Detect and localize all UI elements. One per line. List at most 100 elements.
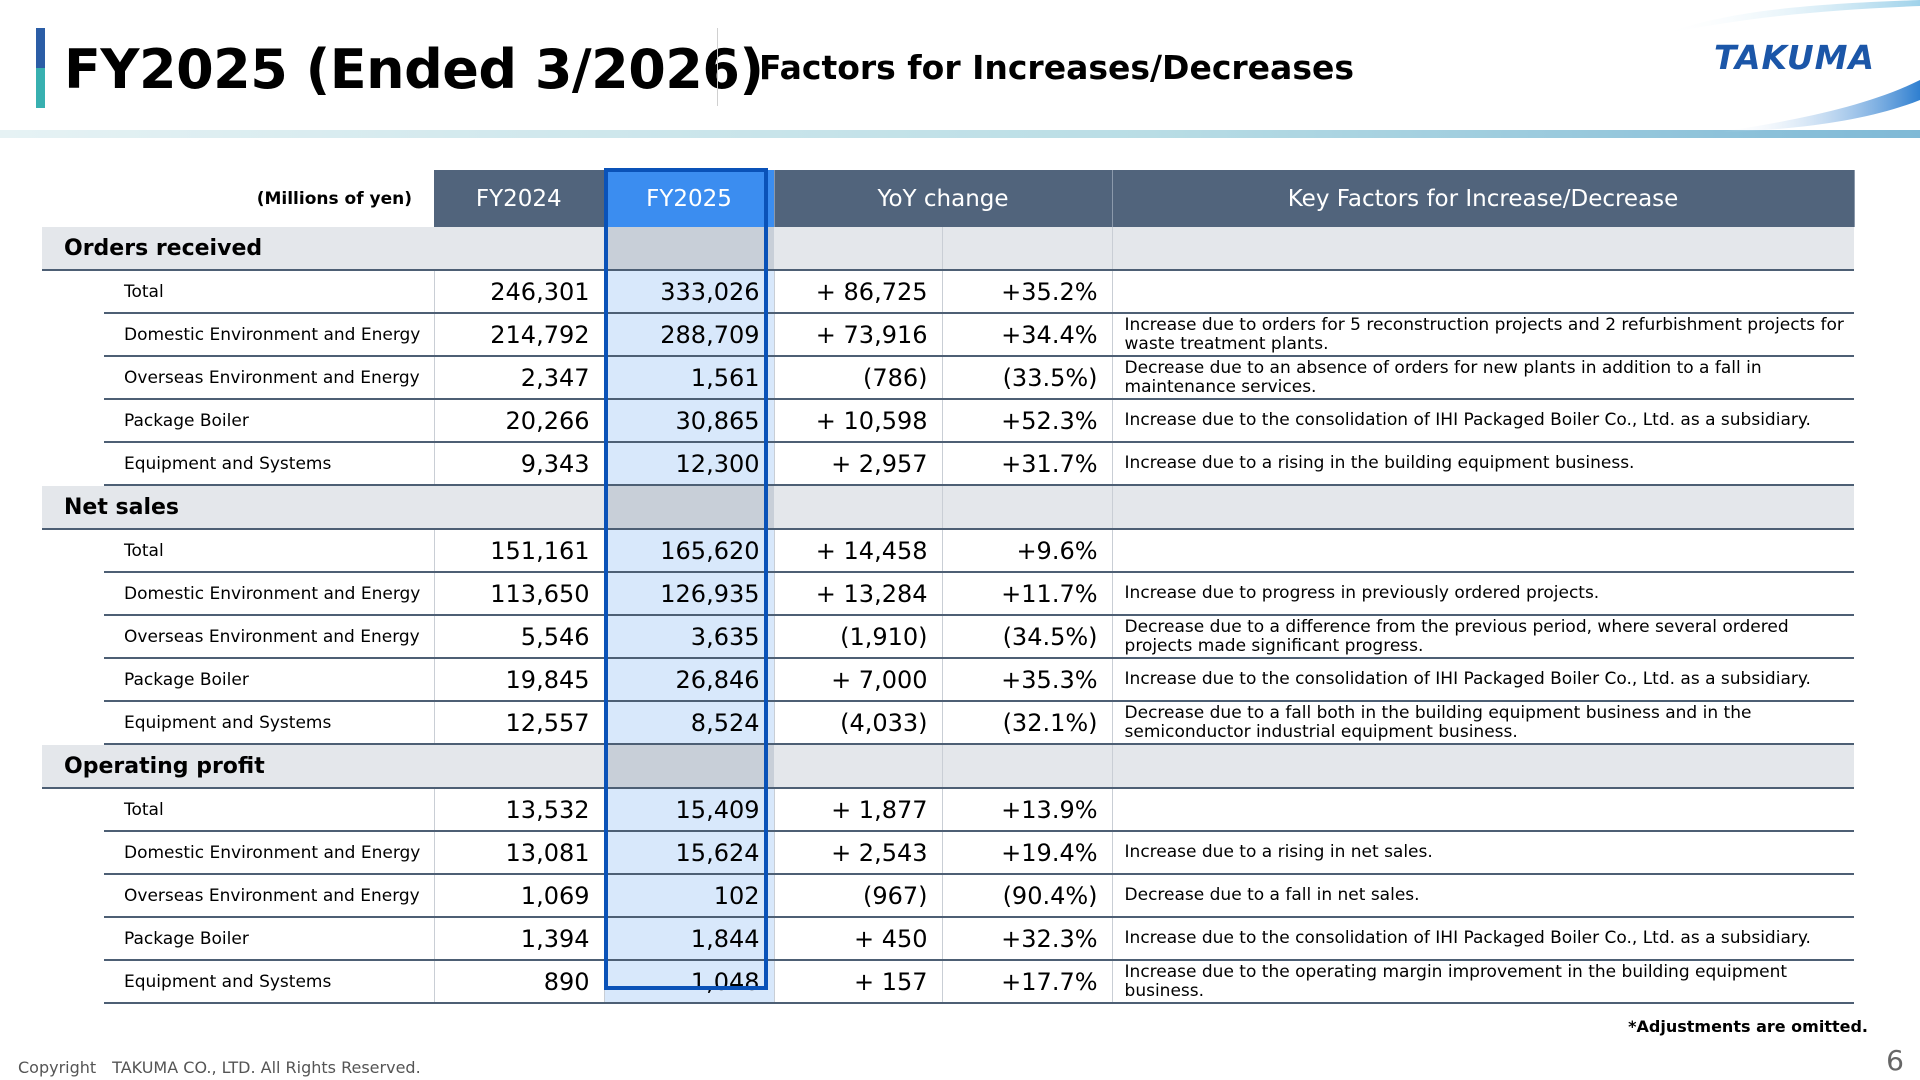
yoy-change-percent: (90.4%) xyxy=(942,874,1113,918)
fy2025-value: 1,561 xyxy=(604,356,775,400)
section-cell xyxy=(774,744,943,789)
table-row: Domestic Environment and Energy 13,081 15,… xyxy=(42,831,1855,875)
key-factor-text xyxy=(1112,270,1855,314)
section-cell xyxy=(434,227,605,271)
fy2024-value: 113,650 xyxy=(434,572,605,616)
fy2024-value: 246,301 xyxy=(434,270,605,314)
yoy-change-value: + 73,916 xyxy=(774,313,943,357)
key-factor-text: Increase due to progress in previously o… xyxy=(1112,572,1855,616)
section-title: Orders received xyxy=(42,227,435,271)
row-indent xyxy=(42,960,104,1003)
yoy-change-percent: +32.3% xyxy=(942,917,1113,961)
fy2025-value: 30,865 xyxy=(604,399,775,443)
fy2025-value: 15,409 xyxy=(604,788,775,832)
row-label: Package Boiler xyxy=(104,917,435,961)
yoy-change-value: (4,033) xyxy=(774,701,943,745)
fy2024-value: 1,069 xyxy=(434,874,605,918)
key-factor-text: Decrease due to a fall both in the build… xyxy=(1112,701,1855,745)
fy2025-value: 8,524 xyxy=(604,701,775,745)
fy2024-value: 5,546 xyxy=(434,615,605,659)
table-body: Orders received Total 246,301 333,026 + 86,7… xyxy=(42,227,1855,1004)
fy2025-value: 333,026 xyxy=(604,270,775,314)
yoy-change-value: + 14,458 xyxy=(774,529,943,573)
key-factor-text: Decrease due to an absence of orders for… xyxy=(1112,356,1855,400)
units-label: (Millions of yen) xyxy=(42,170,435,227)
fy2024-value: 9,343 xyxy=(434,442,605,486)
key-factor-text: Increase due to the consolidation of IHI… xyxy=(1112,658,1855,702)
row-indent xyxy=(42,270,104,313)
yoy-change-percent: (32.1%) xyxy=(942,701,1113,745)
table-row: Total 246,301 333,026 + 86,725 +35.2% xyxy=(42,270,1855,314)
row-label: Total xyxy=(104,270,435,314)
fy2025-value: 288,709 xyxy=(604,313,775,357)
yoy-change-percent: (34.5%) xyxy=(942,615,1113,659)
section-title: Net sales xyxy=(42,485,435,530)
key-factor-text: Increase due to a rising in net sales. xyxy=(1112,831,1855,875)
fy2024-value: 20,266 xyxy=(434,399,605,443)
yoy-change-value: + 157 xyxy=(774,960,943,1004)
row-label: Package Boiler xyxy=(104,658,435,702)
row-label: Package Boiler xyxy=(104,399,435,443)
yoy-change-percent: +11.7% xyxy=(942,572,1113,616)
yoy-change-value: (786) xyxy=(774,356,943,400)
yoy-change-value: + 2,957 xyxy=(774,442,943,486)
yoy-change-value: (1,910) xyxy=(774,615,943,659)
fy2025-value: 126,935 xyxy=(604,572,775,616)
row-label: Domestic Environment and Energy xyxy=(104,572,435,616)
fy2025-value: 1,048 xyxy=(604,960,775,1004)
row-label: Overseas Environment and Energy xyxy=(104,615,435,659)
key-factor-text: Increase due to the consolidation of IHI… xyxy=(1112,917,1855,961)
yoy-change-percent: +19.4% xyxy=(942,831,1113,875)
row-label: Domestic Environment and Energy xyxy=(104,313,435,357)
section-cell xyxy=(942,744,1113,789)
section-cell xyxy=(1112,485,1855,530)
yoy-change-value: + 2,543 xyxy=(774,831,943,875)
title-divider xyxy=(717,28,718,106)
row-label: Total xyxy=(104,788,435,832)
key-factor-text: Increase due to orders for 5 reconstruct… xyxy=(1112,313,1855,357)
fy2024-value: 1,394 xyxy=(434,917,605,961)
key-factor-text xyxy=(1112,788,1855,832)
section-cell-fy2025 xyxy=(604,744,775,789)
title-accent-bar-bottom xyxy=(36,68,45,108)
table-row: Package Boiler 20,266 30,865 + 10,598 +52.3%… xyxy=(42,399,1855,443)
row-label: Equipment and Systems xyxy=(104,701,435,745)
table-row: Total 151,161 165,620 + 14,458 +9.6% xyxy=(42,529,1855,573)
section-cell-fy2025 xyxy=(604,485,775,530)
fy2024-value: 2,347 xyxy=(434,356,605,400)
table-row: Overseas Environment and Energy 5,546 3,63… xyxy=(42,615,1855,659)
row-indent xyxy=(42,356,104,399)
yoy-change-percent: +9.6% xyxy=(942,529,1113,573)
row-indent xyxy=(42,615,104,658)
fy2025-value: 15,624 xyxy=(604,831,775,875)
fy2024-value: 13,081 xyxy=(434,831,605,875)
row-indent xyxy=(42,831,104,874)
title-accent-bar-top xyxy=(36,28,45,68)
yoy-change-value: (967) xyxy=(774,874,943,918)
copyright-text: Copyright TAKUMA CO., LTD. All Rights Re… xyxy=(18,1058,421,1077)
takuma-logo: TAKUMA xyxy=(1714,38,1876,77)
section-cell xyxy=(774,485,943,530)
page-title: FY2025 (Ended 3/2026) xyxy=(64,38,764,101)
table-row: Package Boiler 1,394 1,844 + 450 +32.3% Incre… xyxy=(42,917,1855,961)
fy2025-value: 102 xyxy=(604,874,775,918)
table-row: Domestic Environment and Energy 214,792 28… xyxy=(42,313,1855,357)
table-header-row: (Millions of yen) FY2024 FY2025 YoY chan… xyxy=(42,170,1855,227)
fy2025-value: 12,300 xyxy=(604,442,775,486)
fy2025-value: 165,620 xyxy=(604,529,775,573)
fy2025-value: 1,844 xyxy=(604,917,775,961)
section-cell xyxy=(434,744,605,789)
yoy-change-percent: +52.3% xyxy=(942,399,1113,443)
key-factor-text: Increase due to the operating margin imp… xyxy=(1112,960,1855,1004)
section-cell-fy2025 xyxy=(604,227,775,271)
row-indent xyxy=(42,874,104,917)
row-indent xyxy=(42,529,104,572)
section-cell xyxy=(1112,744,1855,789)
fy2024-value: 13,532 xyxy=(434,788,605,832)
key-factor-text: Decrease due to a fall in net sales. xyxy=(1112,874,1855,918)
page-subtitle: Factors for Increases/Decreases xyxy=(759,48,1354,87)
yoy-change-percent: (33.5%) xyxy=(942,356,1113,400)
row-label: Domestic Environment and Energy xyxy=(104,831,435,875)
yoy-change-percent: +13.9% xyxy=(942,788,1113,832)
yoy-change-value: + 10,598 xyxy=(774,399,943,443)
